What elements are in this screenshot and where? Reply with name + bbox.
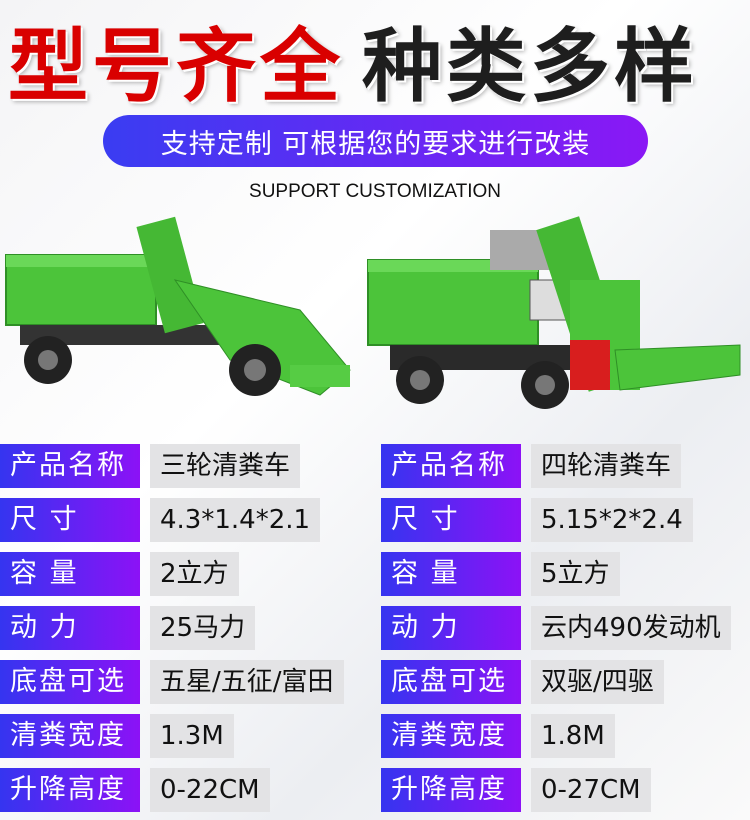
spec-value-right: 5立方 [531,552,620,596]
spec-label-left: 清粪宽度 [0,714,140,758]
customization-banner: 支持定制 可根据您的要求进行改装 [103,115,648,167]
spec-row: 底盘可选 五星/五征/富田 底盘可选 双驱/四驱 [0,660,750,704]
headline-black: 种类多样 [362,20,698,113]
spec-value-right: 1.8M [531,714,615,758]
spec-value-right: 云内490发动机 [531,606,731,650]
spec-value-right: 5.15*2*2.4 [531,498,693,542]
spec-value-left: 0-22CM [150,768,270,812]
spec-value-right: 0-27CM [531,768,651,812]
spec-row: 容 量 2立方 容 量 5立方 [0,552,750,596]
three-wheel-truck-image [5,216,351,396]
spec-label-right: 升降高度 [381,768,521,812]
spec-label-left: 底盘可选 [0,660,140,704]
headline: 型号齐全 种类多样 [8,22,698,112]
headline-red: 型号齐全 [8,20,344,113]
spec-value-left: 4.3*1.4*2.1 [150,498,321,542]
spec-label-right: 清粪宽度 [381,714,521,758]
spec-value-left: 2立方 [150,552,239,596]
spec-row: 清粪宽度 1.3M 清粪宽度 1.8M [0,714,750,758]
spec-value-left: 1.3M [150,714,234,758]
spec-value-right: 四轮清粪车 [531,444,682,488]
spec-label-left: 产品名称 [0,444,140,488]
spec-label-right: 产品名称 [381,444,521,488]
spec-label-left: 动 力 [0,606,140,650]
truck-images [5,216,741,409]
spec-label-right: 底盘可选 [381,660,521,704]
four-wheel-truck-image [367,216,741,409]
spec-row: 产品名称 三轮清粪车 产品名称 四轮清粪车 [0,444,750,488]
subtitle: SUPPORT CUSTOMIZATION [249,181,501,202]
spec-row: 尺 寸 4.3*1.4*2.1 尺 寸 5.15*2*2.4 [0,498,750,542]
spec-value-left: 五星/五征/富田 [150,660,344,704]
spec-label-left: 容 量 [0,552,140,596]
spec-label-left: 尺 寸 [0,498,140,542]
spec-label-right: 尺 寸 [381,498,521,542]
spec-row: 动 力 25马力 动 力 云内490发动机 [0,606,750,650]
spec-value-left: 25马力 [150,606,256,650]
spec-value-right: 双驱/四驱 [531,660,664,704]
spec-label-left: 升降高度 [0,768,140,812]
spec-row: 升降高度 0-22CM 升降高度 0-27CM [0,768,750,812]
spec-label-right: 容 量 [381,552,521,596]
spec-label-right: 动 力 [381,606,521,650]
spec-value-left: 三轮清粪车 [150,444,301,488]
